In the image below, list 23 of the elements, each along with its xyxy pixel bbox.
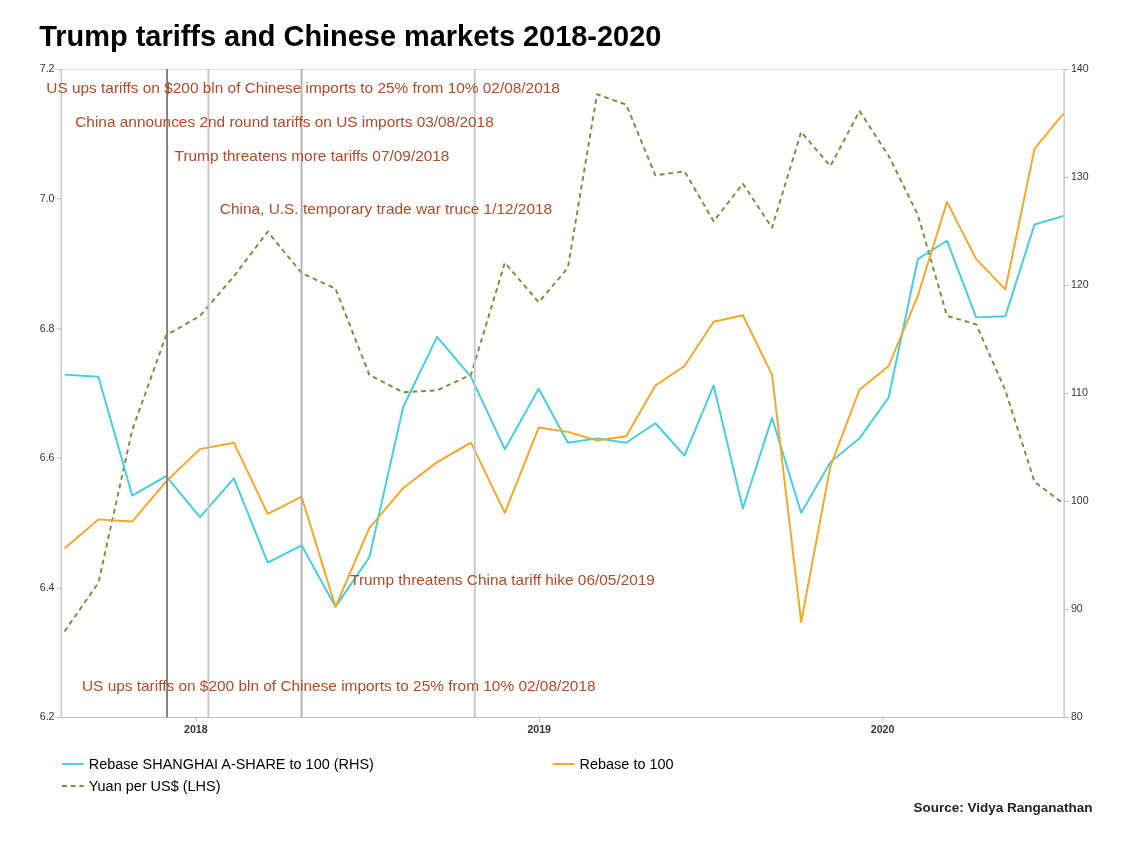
y-tick-label: 6.2	[39, 710, 55, 723]
y-tick-label: 6.6	[39, 451, 55, 464]
y-tick-label: 6.8	[39, 321, 55, 334]
y2-tick-label: 120	[1070, 278, 1089, 291]
x-tick-label: 2018	[183, 722, 208, 735]
y2-tick-label: 80	[1070, 710, 1083, 723]
y2-tick-label: 140	[1070, 62, 1089, 75]
legend-label: Rebase SHANGHAI A-SHARE to 100 (RHS)	[88, 755, 374, 772]
y2-tick-label: 100	[1070, 494, 1089, 507]
x-tick-label: 2020	[870, 722, 895, 735]
source-note: Source: Vidya Ranganathan	[913, 800, 1093, 816]
annotation: China, U.S. temporary trade war truce 1/12/2018	[219, 199, 553, 217]
y2-tick-label: 130	[1070, 170, 1089, 183]
y-tick-label: 7.0	[39, 191, 55, 204]
y-tick-label: 6.4	[39, 580, 55, 593]
chart-title: Trump tariffs and Chinese markets 2018-2020	[39, 19, 662, 52]
annotation: Trump threatens more tariffs 07/09/2018	[174, 146, 450, 164]
y2-tick-label: 110	[1070, 386, 1088, 399]
legend-label: Rebase to 100	[579, 755, 674, 772]
x-tick-label: 2019	[527, 722, 552, 735]
y-tick-label: 7.2	[39, 62, 55, 75]
legend-label: Yuan per US$ (LHS)	[88, 777, 221, 794]
y2-tick-label: 90	[1070, 602, 1083, 615]
